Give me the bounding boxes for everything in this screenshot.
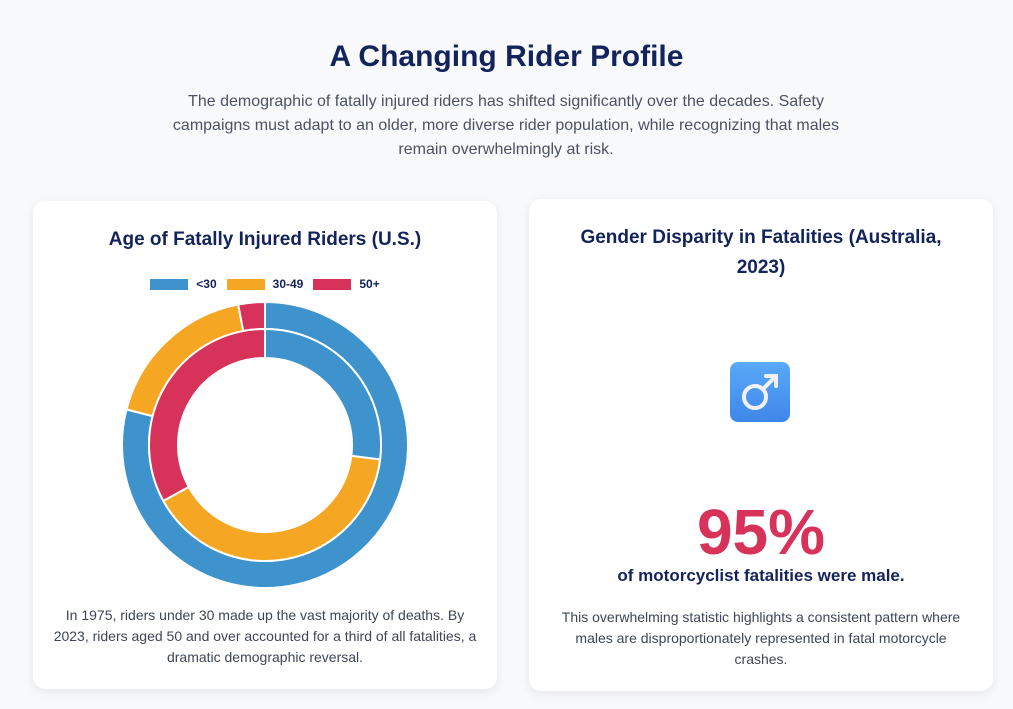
legend-label: 30-49 bbox=[272, 277, 304, 291]
stat-value: 95% bbox=[696, 496, 826, 568]
age-card: Age of Fatally Injured Riders (U.S.) <30… bbox=[33, 201, 497, 689]
legend-swatch bbox=[226, 278, 265, 290]
gender-card-caption: This overwhelming statistic highlights a… bbox=[561, 609, 961, 667]
legend-label: <30 bbox=[196, 277, 217, 291]
chart-legend: <30 30-49 50+ bbox=[33, 277, 497, 291]
gender-card: Gender Disparity in Fatalities (Australi… bbox=[529, 199, 993, 691]
inner-ring-slice-50+[interactable] bbox=[148, 327, 266, 503]
age-card-title: Age of Fatally Injured Riders (U.S.) bbox=[108, 229, 422, 250]
legend-item[interactable]: 30-49 bbox=[226, 277, 304, 291]
gender-card-title: Gender Disparity in Fatalities (Australi… bbox=[580, 227, 942, 278]
page-title: A Changing Rider Profile bbox=[329, 40, 684, 73]
legend-label: 50+ bbox=[359, 277, 380, 291]
legend-swatch bbox=[150, 278, 189, 290]
legend-swatch bbox=[313, 278, 352, 290]
age-card-caption: In 1975, riders under 30 made up the vas… bbox=[53, 607, 477, 665]
legend-item[interactable]: <30 bbox=[150, 277, 217, 291]
page-intro: The demographic of fatally injured rider… bbox=[172, 93, 840, 158]
doughnut-chart bbox=[121, 300, 409, 589]
outer-ring-slice-50+[interactable] bbox=[237, 300, 266, 333]
male-sign-icon bbox=[730, 362, 790, 422]
legend-item[interactable]: 50+ bbox=[313, 277, 380, 291]
stat-label: of motorcyclist fatalities were male. bbox=[617, 566, 905, 585]
